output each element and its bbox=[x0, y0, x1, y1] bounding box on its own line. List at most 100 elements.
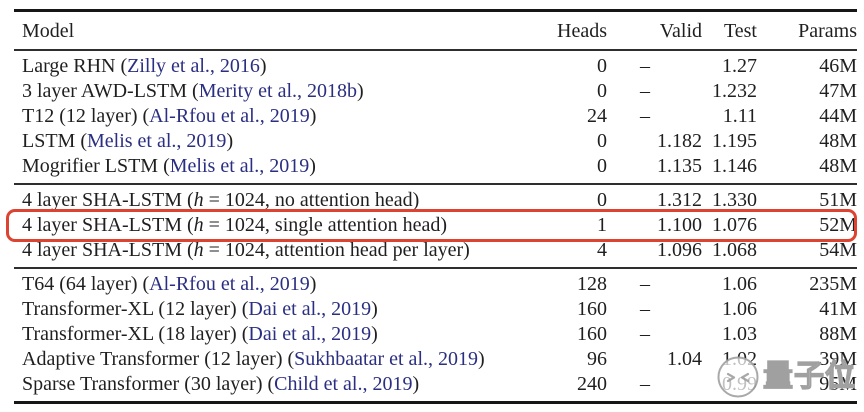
header-row: Model Heads Valid Test Params bbox=[14, 10, 857, 51]
table-row: Transformer-XL (12 layer) (Dai et al., 2… bbox=[14, 297, 857, 322]
model-cell: Adaptive Transformer (12 layer) (Sukhbaa… bbox=[14, 347, 537, 372]
valid-cell: 1.096 bbox=[607, 238, 702, 269]
model-text: ) bbox=[226, 130, 234, 152]
citation-link[interactable]: Merity et al., 2018b bbox=[198, 80, 358, 102]
heads-cell: 160 bbox=[577, 323, 607, 345]
model-cell: Transformer-XL (12 layer) (Dai et al., 2… bbox=[14, 297, 537, 322]
model-text: 4 layer SHA-LSTM ( bbox=[22, 214, 194, 236]
test-cell: 1.232 bbox=[712, 80, 757, 102]
valid-cell: – bbox=[640, 323, 650, 345]
heads-cell: 4 bbox=[537, 238, 607, 269]
valid-cell: 1.182 bbox=[657, 130, 702, 152]
model-text: 4 layer SHA-LSTM ( bbox=[22, 239, 194, 261]
model-text: ) bbox=[371, 323, 378, 345]
model-text: ) bbox=[357, 80, 364, 102]
model-cell: 4 layer SHA-LSTM (h = 1024, single atten… bbox=[14, 213, 537, 238]
table-group: Large RHN (Zilly et al., 2016) 0–1.27 46M 3… bbox=[14, 50, 857, 185]
heads-cell: 24 bbox=[587, 105, 607, 127]
table-row: LSTM (Melis et al., 2019) 0 1.182 1.195 48M bbox=[14, 129, 857, 154]
citation-link[interactable]: Al-Rfou et al., 2019 bbox=[149, 273, 310, 295]
citation-link[interactable]: Zilly et al., 2016 bbox=[127, 55, 260, 77]
model-cell: LSTM (Melis et al., 2019) bbox=[14, 129, 537, 154]
table-row: 3 layer AWD-LSTM (Merity et al., 2018b) 0… bbox=[14, 79, 857, 104]
model-text: = 1024, single attention head) bbox=[203, 214, 448, 236]
test-cell: 1.27 bbox=[722, 55, 757, 77]
citation-link[interactable]: Dai et al., 2019 bbox=[248, 298, 372, 320]
model-text: Adaptive Transformer (12 layer) ( bbox=[22, 348, 295, 370]
math-var: h bbox=[193, 239, 204, 261]
table-row: Transformer-XL (18 layer) (Dai et al., 2… bbox=[14, 322, 857, 347]
citation-link[interactable]: Dai et al., 2019 bbox=[248, 323, 372, 345]
citation-link[interactable]: Sukhbaatar et al., 2019 bbox=[294, 348, 478, 370]
citation-link[interactable]: Al-Rfou et al., 2019 bbox=[149, 105, 310, 127]
table-row: 4 layer SHA-LSTM (h = 1024, no attention… bbox=[14, 184, 857, 213]
heads-cell: 160 bbox=[577, 298, 607, 320]
model-text: ) bbox=[371, 298, 378, 320]
col-header-params: Params bbox=[757, 10, 857, 51]
test-cell: 1.076 bbox=[712, 214, 757, 236]
model-cell: Sparse Transformer (30 layer) (Child et … bbox=[14, 372, 537, 403]
params-cell: 88M bbox=[819, 323, 857, 345]
params-cell: 47M bbox=[819, 80, 857, 102]
test-cell: 1.146 bbox=[702, 154, 757, 185]
table-group: T64 (64 layer) (Al-Rfou et al., 2019) 128… bbox=[14, 268, 857, 403]
test-cell: 1.06 bbox=[722, 273, 757, 295]
valid-cell: 1.04 bbox=[667, 348, 702, 370]
test-cell: 1.06 bbox=[722, 298, 757, 320]
math-var: h bbox=[193, 214, 204, 236]
model-text: LSTM ( bbox=[22, 130, 87, 152]
params-cell: 95M bbox=[819, 373, 857, 395]
model-cell: 3 layer AWD-LSTM (Merity et al., 2018b) bbox=[14, 79, 537, 104]
test-cell: 1.03 bbox=[722, 323, 757, 345]
model-cell: Transformer-XL (18 layer) (Dai et al., 2… bbox=[14, 322, 537, 347]
table-row: T64 (64 layer) (Al-Rfou et al., 2019) 128… bbox=[14, 268, 857, 297]
citation-link[interactable]: Child et al., 2019 bbox=[274, 373, 413, 395]
test-cell: 1.195 bbox=[712, 130, 757, 152]
model-text: Large RHN ( bbox=[22, 55, 128, 77]
table-row: Mogrifier LSTM (Melis et al., 2019) 0 1.13… bbox=[14, 154, 857, 185]
test-cell: 1.02 bbox=[722, 348, 757, 370]
params-cell: 41M bbox=[819, 298, 857, 320]
model-text: 3 layer AWD-LSTM ( bbox=[22, 80, 199, 102]
table-row: Adaptive Transformer (12 layer) (Sukhbaa… bbox=[14, 347, 857, 372]
test-cell: 0.99 bbox=[722, 373, 757, 395]
test-cell: 1.11 bbox=[722, 105, 757, 127]
model-cell: 4 layer SHA-LSTM (h = 1024, attention he… bbox=[14, 238, 537, 269]
valid-cell: – bbox=[640, 80, 650, 102]
model-text: ) bbox=[309, 105, 317, 127]
valid-cell: 1.100 bbox=[657, 214, 702, 236]
table-header: Model Heads Valid Test Params bbox=[14, 10, 857, 51]
valid-cell: – bbox=[640, 273, 650, 295]
valid-cell: 1.312 bbox=[657, 189, 702, 211]
table-group: 4 layer SHA-LSTM (h = 1024, no attention… bbox=[14, 184, 857, 269]
table-row: 4 layer SHA-LSTM (h = 1024, attention he… bbox=[14, 238, 857, 269]
valid-cell: – bbox=[640, 298, 650, 320]
col-header-model: Model bbox=[14, 10, 537, 51]
test-cell: 1.068 bbox=[702, 238, 757, 269]
heads-cell: 240 bbox=[577, 373, 607, 395]
table-row: Sparse Transformer (30 layer) (Child et … bbox=[14, 372, 857, 403]
math-var: h bbox=[193, 189, 204, 211]
col-header-valid: Valid bbox=[607, 10, 702, 51]
heads-cell: 96 bbox=[587, 348, 607, 370]
model-text: Sparse Transformer (30 layer) ( bbox=[22, 373, 275, 395]
model-text: ) bbox=[478, 348, 485, 370]
citation-link[interactable]: Melis et al., 2019 bbox=[87, 130, 227, 152]
params-cell: 44M bbox=[819, 105, 857, 127]
params-cell: 235M bbox=[809, 273, 857, 295]
model-text: T64 (64 layer) ( bbox=[22, 273, 150, 295]
heads-cell: 0 bbox=[537, 154, 607, 185]
heads-cell: 0 bbox=[597, 55, 607, 77]
results-table: Model Heads Valid Test Params Large RHN … bbox=[14, 9, 857, 404]
model-text: ) bbox=[412, 373, 420, 395]
model-text: Transformer-XL (18 layer) ( bbox=[22, 323, 249, 345]
citation-link[interactable]: Melis et al., 2019 bbox=[169, 155, 310, 177]
heads-cell: 1 bbox=[597, 214, 607, 236]
model-text: = 1024, attention head per layer) bbox=[203, 239, 470, 261]
heads-cell: 0 bbox=[597, 80, 607, 102]
valid-cell: – bbox=[640, 105, 650, 127]
params-cell: 52M bbox=[819, 214, 857, 236]
model-cell: Mogrifier LSTM (Melis et al., 2019) bbox=[14, 154, 537, 185]
table-row: 4 layer SHA-LSTM (h = 1024, single atten… bbox=[14, 213, 857, 238]
params-cell: 48M bbox=[819, 130, 857, 152]
